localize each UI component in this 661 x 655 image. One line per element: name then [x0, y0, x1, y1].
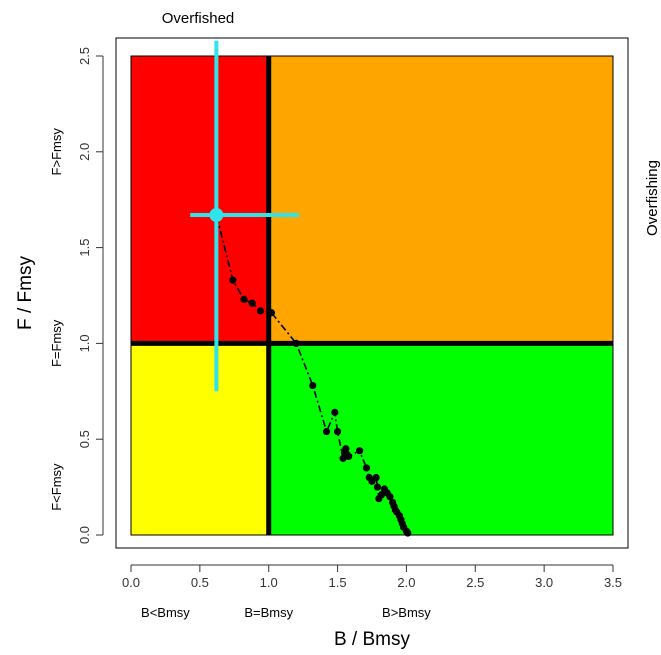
trajectory-point [362, 464, 371, 472]
zone-overfished_overfishing [130, 55, 270, 344]
trajectory-layer [215, 214, 412, 537]
terminal-layer [190, 40, 300, 392]
trajectory-point [339, 454, 347, 462]
trajectory-point [256, 307, 265, 315]
y-tick-label: 2.0 [77, 143, 92, 161]
x-axis: 0.0 0.5 1.0 1.5 2.0 2.5 3.0 3.5 B<Bmsy B=Bmsy B>Bm… [122, 564, 622, 620]
x-tick-label: 1.0 [260, 575, 278, 590]
zone-healthy [268, 342, 614, 536]
trajectory-point [267, 309, 276, 317]
trajectory-point [356, 447, 364, 455]
trajectory-point [373, 483, 382, 491]
x-tick-label: 1.5 [329, 575, 347, 590]
plot-frame [115, 37, 629, 549]
x-tick-label: 0.0 [122, 575, 140, 590]
y-tick-label: 1.0 [77, 334, 92, 352]
y-axis-title: F / Fmsy [15, 256, 36, 330]
x-tick-label: 0.5 [191, 575, 209, 590]
x-axis-title: B / Bmsy [334, 629, 411, 650]
y-zone-label: F>Fmsy [49, 128, 64, 176]
x-zone-label: B>Bmsy [382, 605, 431, 620]
trajectory-point [389, 498, 397, 507]
y-zone-label: F=Fmsy [49, 319, 64, 367]
terminal-point [209, 208, 224, 223]
x-tick-label: 3.5 [604, 575, 622, 590]
y-tick-label: 0.0 [77, 526, 92, 544]
x-zone-label: B=Bmsy [244, 605, 293, 620]
x-zone-label: B<Bmsy [141, 605, 190, 620]
trajectory-point [248, 299, 256, 307]
trajectory-point [375, 494, 383, 503]
trajectory-point [365, 473, 373, 482]
y-tick-label: 2.5 [77, 47, 92, 65]
x-tick-label: 2.5 [466, 575, 484, 590]
trajectory-point [331, 408, 339, 416]
zone-overfishing [268, 55, 614, 344]
trajectory-point [380, 485, 388, 493]
trajectory-point [240, 295, 248, 303]
trajectory-point [292, 339, 300, 347]
trajectory-point [322, 427, 331, 436]
trajectory-point [333, 427, 342, 436]
y-axis: 0.0 0.5 1.0 1.5 2.0 2.5 F<Fmsy F=Fmsy F>Fmsy [49, 47, 104, 544]
right-label: Overfishing [644, 160, 661, 236]
y-tick-label: 1.5 [77, 239, 92, 257]
y-zone-label: F<Fmsy [49, 463, 64, 511]
trajectory-point [229, 276, 237, 284]
x-tick-label: 3.0 [535, 575, 553, 590]
zone-overfished [130, 342, 270, 536]
zones-layer [130, 55, 614, 536]
y-tick-label: 0.5 [77, 430, 92, 448]
top-label: Overfished [162, 10, 235, 27]
reference-lines [131, 56, 613, 535]
x-tick-label: 2.0 [397, 575, 415, 590]
trajectory-point [309, 381, 317, 390]
trajectory-point [340, 449, 349, 457]
